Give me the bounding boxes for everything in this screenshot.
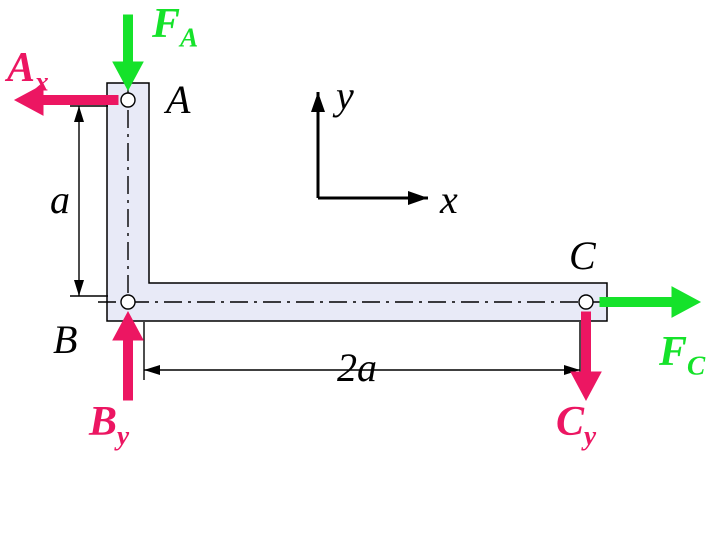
label-2a: 2a [337,344,377,391]
label-By: By [89,398,129,451]
label-Ax: Ax [7,44,49,97]
label-C: C [569,232,596,279]
joint-C [579,295,593,309]
joint-B [121,295,135,309]
joint-A [121,93,135,107]
diagram-canvas [0,0,722,554]
label-Cy: Cy [556,398,596,451]
force-Cy [571,312,601,400]
label-x: x [440,176,458,223]
label-a: a [50,176,70,223]
label-A: A [166,76,190,123]
force-FA [113,15,143,90]
force-FC [600,287,700,317]
label-y: y [336,72,354,119]
label-FC: FC [659,328,705,381]
label-FA: FA [152,0,198,53]
label-B: B [53,316,77,363]
force-By [113,312,143,400]
